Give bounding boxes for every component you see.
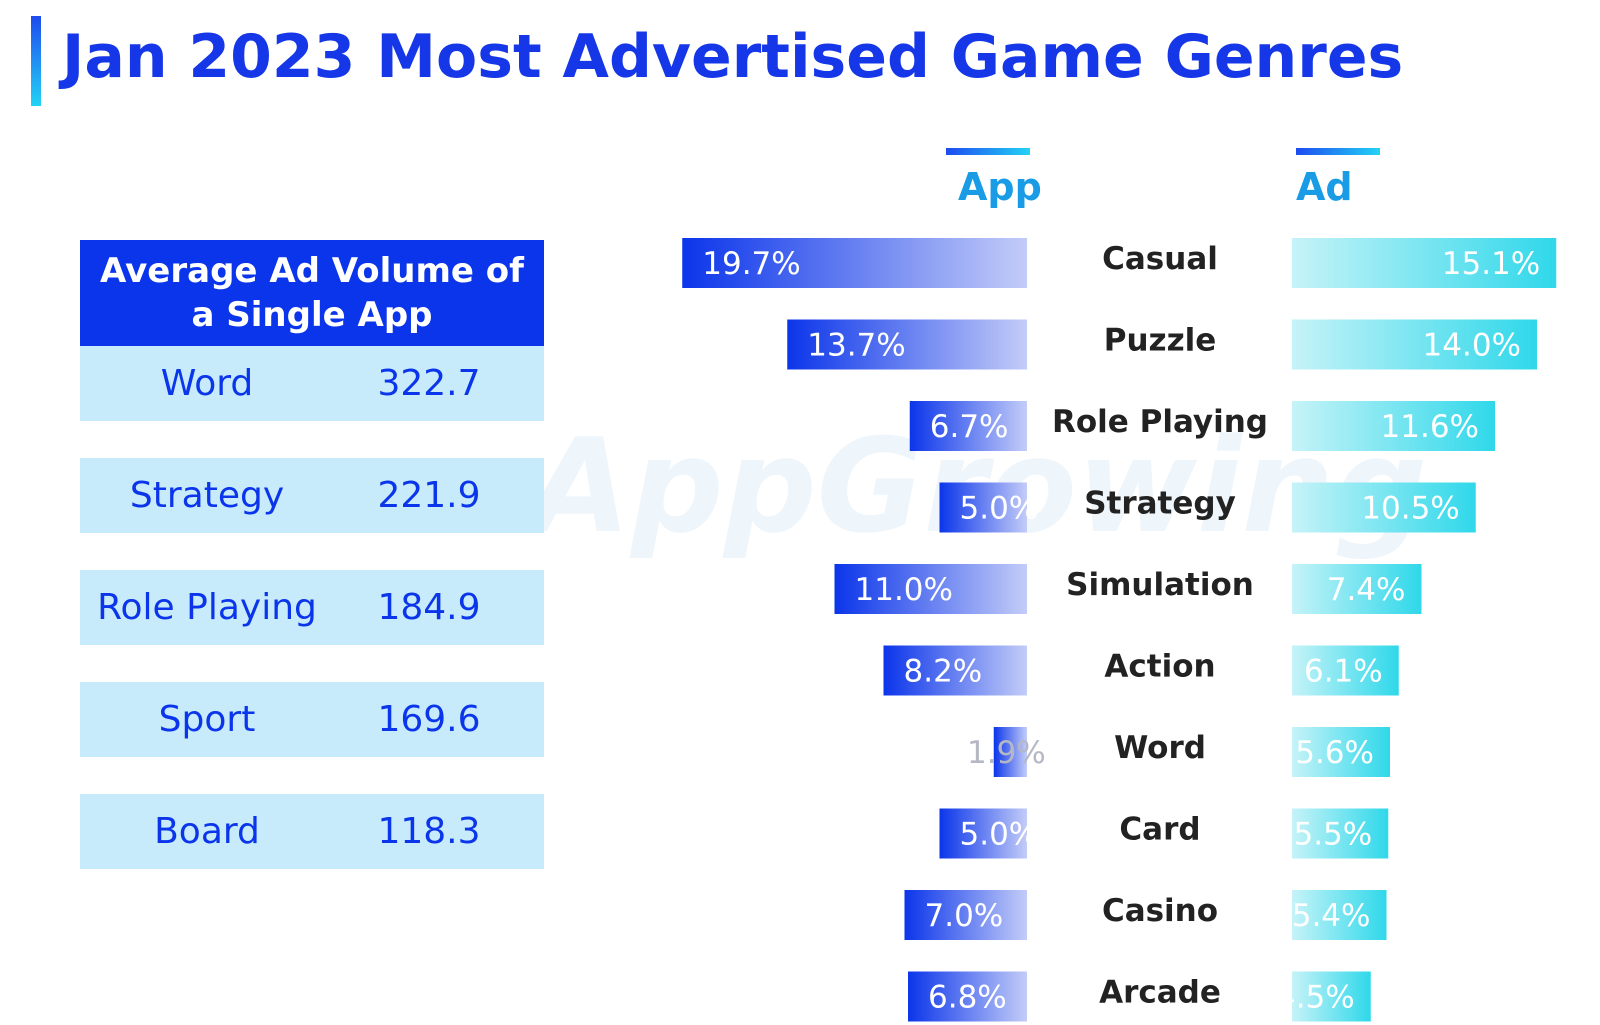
category-label: Card [1119, 812, 1200, 848]
app-value-label: 1.9% [967, 735, 1046, 771]
table-genre: Strategy [129, 475, 285, 516]
table-genre: Word [160, 363, 254, 404]
app-value-label: 19.7% [702, 246, 800, 282]
table-value: 221.9 [377, 475, 481, 516]
app-bar [883, 645, 1027, 696]
app-value-label: 6.8% [928, 980, 1007, 1016]
app-value-label: 8.2% [904, 654, 983, 690]
legend-app-bar [946, 148, 1030, 155]
category-label: Strategy [1084, 486, 1236, 522]
legend-ad-bar [1296, 148, 1380, 155]
category-label: Puzzle [1104, 323, 1217, 359]
app-value-label: 7.0% [925, 898, 1004, 934]
category-label: Action [1104, 649, 1215, 685]
ad-bar [1292, 808, 1389, 859]
category-label: Casual [1102, 241, 1218, 277]
app-bar [993, 727, 1027, 777]
table-row: Strategy 221.9 [80, 458, 544, 533]
ad-value-label: 10.5% [1361, 491, 1459, 527]
app-value-label: 5.0% [960, 491, 1039, 527]
table-value: 169.6 [377, 699, 481, 740]
ad-value-label: 5.5% [1293, 817, 1372, 853]
table-value: 118.3 [377, 811, 481, 852]
category-label: Word [1114, 730, 1206, 766]
table-row: Word 322.7 [80, 346, 544, 421]
ad-bar [1292, 238, 1557, 288]
table-header: Average Ad Volume of a Single App [80, 240, 544, 346]
table-row: Sport 169.6 [80, 682, 544, 757]
table-value: 184.9 [377, 587, 481, 628]
page-title: Jan 2023 Most Advertised Game Genres [62, 22, 1404, 92]
ad-bar [1292, 727, 1390, 777]
app-bar [787, 319, 1027, 370]
ad-value-label: 5.4% [1292, 898, 1371, 934]
legend-app-label: App [958, 165, 1042, 209]
ad-value-label: 11.6% [1381, 409, 1479, 445]
ad-value-label: 6.1% [1304, 654, 1383, 690]
app-bar [939, 808, 1027, 859]
category-label: Role Playing [1052, 404, 1268, 440]
legend-ad-label: Ad [1296, 165, 1353, 209]
category-label: Simulation [1066, 567, 1254, 603]
ad-bar [1292, 645, 1399, 696]
ad-bar [1292, 971, 1371, 1022]
ad-bar [1292, 564, 1422, 614]
ad-bar [1292, 401, 1495, 451]
title-accent-bar [31, 16, 41, 106]
ad-bar [1292, 890, 1387, 940]
app-value-label: 5.0% [960, 817, 1039, 853]
app-bar [939, 482, 1027, 533]
app-bar [908, 971, 1027, 1022]
average-ad-volume-table: Average Ad Volume of a Single App Word 3… [80, 240, 544, 906]
table-genre: Sport [158, 699, 256, 740]
table-value: 322.7 [377, 363, 481, 404]
app-value-label: 6.7% [930, 409, 1009, 445]
category-label: Arcade [1099, 975, 1221, 1011]
app-bar [682, 238, 1027, 288]
ad-bar [1292, 482, 1476, 533]
ad-value-label: 14.0% [1423, 328, 1521, 364]
ad-value-label: 15.1% [1442, 246, 1540, 282]
ad-bar [1292, 319, 1537, 370]
ad-value-label: 7.4% [1327, 572, 1406, 608]
ad-value-label: 4.5% [1276, 980, 1355, 1016]
category-label: Casino [1102, 893, 1218, 929]
table-genre: Role Playing [97, 587, 317, 628]
table-genre: Board [154, 811, 260, 852]
app-value-label: 11.0% [855, 572, 953, 608]
ad-value-label: 5.6% [1295, 735, 1374, 771]
app-value-label: 13.7% [807, 328, 905, 364]
app-bar [909, 401, 1027, 451]
app-bar [904, 890, 1027, 940]
table-row: Board 118.3 [80, 794, 544, 869]
app-bar [834, 564, 1027, 614]
table-row: Role Playing 184.9 [80, 570, 544, 645]
